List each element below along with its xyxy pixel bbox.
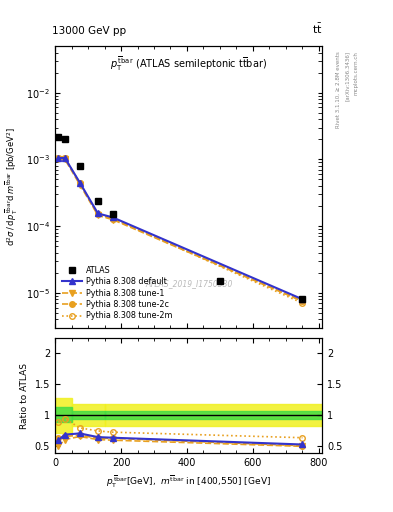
Y-axis label: $\mathrm{d}^2\sigma\,/\,\mathrm{d}\,p_\mathrm{T}^{\,\mathrm{\overline{t}bar}}\ma: $\mathrm{d}^2\sigma\,/\,\mathrm{d}\,p_\m… <box>4 127 20 246</box>
Text: ATLAS_2019_I1750330: ATLAS_2019_I1750330 <box>145 279 232 288</box>
Text: $p_\mathrm{T}^{\,\mathrm{\overline{t}bar}}$ (ATLAS semileptonic t$\overline{\mat: $p_\mathrm{T}^{\,\mathrm{\overline{t}bar… <box>110 55 267 73</box>
Legend: ATLAS, Pythia 8.308 default, Pythia 8.308 tune-1, Pythia 8.308 tune-2c, Pythia 8: ATLAS, Pythia 8.308 default, Pythia 8.30… <box>59 263 175 324</box>
Bar <box>72 404 105 426</box>
X-axis label: $p_\mathrm{T}^{\,\overline{\mathrm{t}}\mathrm{bar}}$[GeV],  $m^{\overline{\mathr: $p_\mathrm{T}^{\,\overline{\mathrm{t}}\m… <box>106 474 271 490</box>
Bar <box>72 411 105 419</box>
Text: [arXiv:1306.3436]: [arXiv:1306.3436] <box>345 51 350 101</box>
Text: Rivet 3.1.10, ≥ 2.8M events: Rivet 3.1.10, ≥ 2.8M events <box>336 51 341 128</box>
Y-axis label: Ratio to ATLAS: Ratio to ATLAS <box>20 362 29 429</box>
Bar <box>55 398 72 433</box>
Bar <box>105 404 322 426</box>
Bar <box>105 411 322 419</box>
Bar <box>55 407 72 422</box>
Text: mcplots.cern.ch: mcplots.cern.ch <box>354 51 359 95</box>
Text: 13000 GeV pp: 13000 GeV pp <box>52 26 127 36</box>
Text: $\mathrm{t\bar{t}}$: $\mathrm{t\bar{t}}$ <box>312 22 322 36</box>
